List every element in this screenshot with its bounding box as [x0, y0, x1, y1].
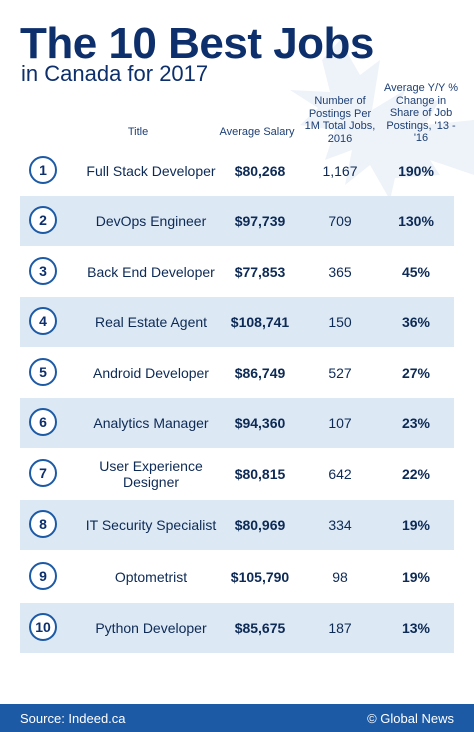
- rank-badge: 4: [29, 307, 57, 335]
- postings-per-million: 642: [328, 466, 352, 482]
- rank-badge: 2: [29, 206, 57, 234]
- brand-credit: © Global News: [367, 711, 454, 726]
- table-row: 8 IT Security Specialist $80,969 334 19%: [20, 500, 454, 550]
- postings-per-million: 150: [328, 314, 352, 330]
- job-title: User Experience Designer: [99, 458, 203, 490]
- job-title: Full Stack Developer: [86, 163, 216, 179]
- rank-badge: 9: [29, 562, 57, 590]
- job-title: IT Security Specialist: [85, 517, 217, 533]
- rank-badge: 5: [29, 358, 57, 386]
- page-title: The 10 Best Jobs: [20, 19, 374, 68]
- table-row: 9 Optometrist $105,790 98 19%: [20, 552, 454, 602]
- rank-badge: 1: [29, 156, 57, 184]
- table-row: 10 Python Developer $85,675 187 13%: [20, 603, 454, 653]
- yoy-change: 19%: [401, 517, 431, 533]
- average-salary: $94,360: [234, 415, 286, 431]
- job-title: Python Developer: [95, 620, 207, 636]
- rank-badge: 7: [29, 459, 57, 487]
- postings-per-million: 527: [328, 365, 352, 381]
- yoy-change: 23%: [401, 415, 431, 431]
- postings-per-million: 1,167: [322, 163, 358, 179]
- yoy-change: 13%: [401, 620, 431, 636]
- average-salary: $97,739: [234, 213, 286, 229]
- job-title: Android Developer: [93, 365, 209, 381]
- column-header-title: Title: [127, 126, 149, 138]
- footer-bar: Source: Indeed.ca © Global News: [0, 704, 474, 732]
- job-title: Analytics Manager: [93, 415, 209, 431]
- table-row: 5 Android Developer $86,749 527 27%: [20, 348, 454, 398]
- average-salary: $80,969: [234, 517, 286, 533]
- yoy-change: 190%: [398, 163, 434, 179]
- yoy-change: 130%: [398, 213, 434, 229]
- rank-badge: 10: [29, 613, 57, 641]
- job-title: Optometrist: [114, 569, 188, 585]
- job-title: Back End Developer: [87, 264, 215, 280]
- average-salary: $108,741: [230, 314, 290, 330]
- postings-per-million: 334: [328, 517, 352, 533]
- source-credit: Source: Indeed.ca: [20, 711, 126, 726]
- column-header-change: Average Y/Y % Change in Share of Job Pos…: [384, 82, 458, 144]
- table-row: 1 Full Stack Developer $80,268 1,167 190…: [20, 146, 454, 196]
- postings-per-million: 187: [328, 620, 352, 636]
- table-row: 3 Back End Developer $77,853 365 45%: [20, 247, 454, 297]
- rank-badge: 6: [29, 408, 57, 436]
- job-title: Real Estate Agent: [94, 314, 208, 330]
- yoy-change: 22%: [401, 466, 431, 482]
- postings-per-million: 98: [332, 569, 348, 585]
- yoy-change: 27%: [401, 365, 431, 381]
- table-row: 4 Real Estate Agent $108,741 150 36%: [20, 297, 454, 347]
- average-salary: $86,749: [234, 365, 286, 381]
- postings-per-million: 107: [328, 415, 352, 431]
- average-salary: $105,790: [230, 569, 290, 585]
- job-title: DevOps Engineer: [95, 213, 207, 229]
- postings-per-million: 365: [328, 264, 352, 280]
- column-header-postings: Number of Postings Per 1M Total Jobs, 20…: [304, 95, 376, 145]
- rank-badge: 8: [29, 510, 57, 538]
- average-salary: $77,853: [234, 264, 286, 280]
- average-salary: $80,268: [234, 163, 286, 179]
- yoy-change: 45%: [401, 264, 431, 280]
- average-salary: $85,675: [234, 620, 286, 636]
- postings-per-million: 709: [328, 213, 352, 229]
- yoy-change: 36%: [401, 314, 431, 330]
- yoy-change: 19%: [401, 569, 431, 585]
- table-row: 6 Analytics Manager $94,360 107 23%: [20, 398, 454, 448]
- column-header-salary: Average Salary: [219, 126, 295, 138]
- table-row: 7 User Experience Designer $80,815 642 2…: [20, 449, 454, 499]
- average-salary: $80,815: [234, 466, 286, 482]
- rank-badge: 3: [29, 257, 57, 285]
- page-subtitle: in Canada for 2017: [21, 61, 209, 86]
- table-row: 2 DevOps Engineer $97,739 709 130%: [20, 196, 454, 246]
